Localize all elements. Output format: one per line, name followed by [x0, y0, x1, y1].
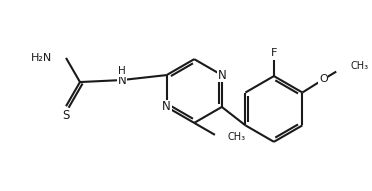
Text: N: N: [218, 69, 226, 82]
Text: CH₃: CH₃: [350, 61, 368, 71]
Text: H: H: [118, 66, 126, 76]
Text: CH₃: CH₃: [228, 132, 246, 142]
Text: N: N: [118, 74, 126, 87]
Text: F: F: [271, 48, 277, 58]
Text: H₂N: H₂N: [31, 53, 52, 63]
Text: N: N: [162, 100, 171, 113]
Text: O: O: [319, 74, 328, 84]
Text: S: S: [62, 109, 70, 122]
